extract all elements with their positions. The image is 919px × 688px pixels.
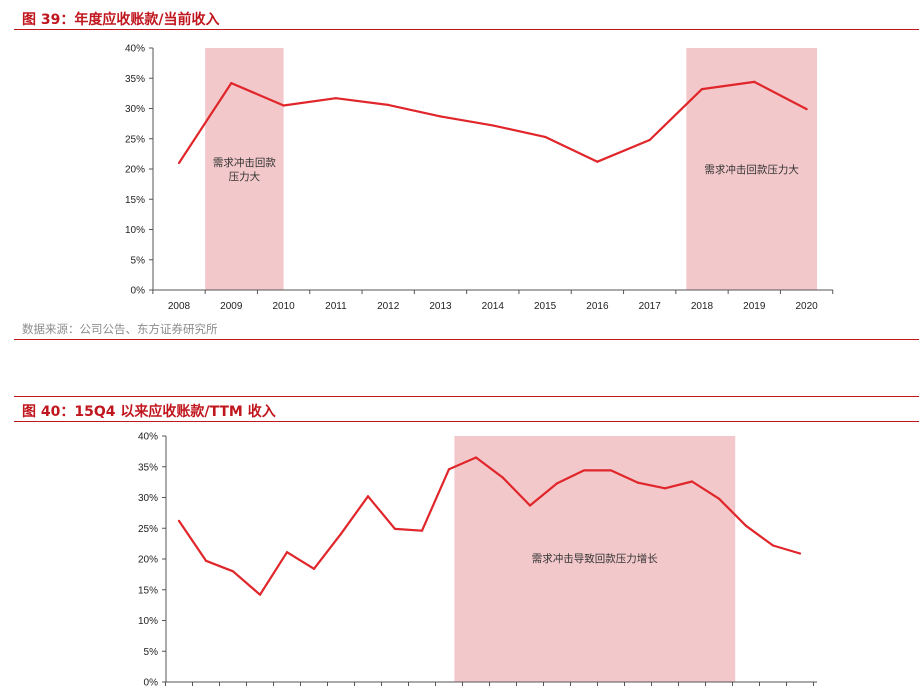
x-tick-label: 2015 (534, 301, 557, 312)
data-point (798, 552, 802, 555)
y-tick-label: 20% (138, 555, 158, 566)
y-tick-label: 15% (138, 585, 158, 596)
shaded-region-label-1: 需求冲击回款压力大 (213, 156, 276, 183)
data-point (393, 527, 397, 530)
chart-2: 需求冲击导致回款压力增长 0% 5% 10% 15% 20% 25% 30% 35% 40% (138, 432, 817, 688)
y-tick-label: 15% (125, 195, 145, 206)
data-point (258, 593, 262, 596)
y-tick-label: 10% (138, 616, 158, 627)
y-tick-label: 35% (138, 462, 158, 473)
chart-1: 需求冲击回款压力大 需求冲击回款压力大 0% 5% 10% 15% 20% 25% 30% 35%… (125, 44, 834, 312)
data-point (447, 468, 451, 471)
y-tick-label: 5% (131, 255, 146, 266)
data-point (648, 138, 651, 142)
x-tick-label: 2011 (325, 301, 347, 312)
data-point (282, 104, 285, 107)
x-tick-label: 2016 (586, 301, 609, 312)
y-tick-label: 10% (125, 225, 145, 236)
data-point (753, 80, 756, 83)
data-point (663, 487, 667, 490)
data-source-note: 数据来源：公司公告、东方证券研究所 (22, 322, 218, 336)
x-tick-label: 2014 (482, 301, 505, 312)
x-tick-label: 2019 (743, 301, 766, 312)
x-tick-label: 2009 (220, 301, 243, 312)
data-point (204, 559, 208, 562)
data-point (491, 124, 494, 127)
y-tick-label: 30% (125, 104, 145, 115)
data-point (596, 160, 599, 163)
data-point (231, 570, 235, 573)
data-point (744, 524, 748, 527)
data-point (805, 108, 808, 111)
data-point (177, 161, 181, 165)
x-tick-label: 2008 (168, 301, 191, 312)
shaded-region-label-1: 需求冲击导致回款压力增长 (532, 552, 658, 565)
y-tick-label: 0% (144, 678, 159, 688)
y-tick-label: 0% (131, 286, 146, 297)
x-tick-label: 2013 (429, 301, 452, 312)
data-point (339, 532, 343, 535)
series-line (178, 456, 801, 596)
data-point (439, 115, 442, 118)
data-point (312, 567, 316, 570)
x-tick-label: 2010 (272, 301, 295, 312)
x-tick-label: 2017 (639, 301, 662, 312)
y-tick-label: 40% (125, 44, 145, 55)
y-tick-label: 40% (138, 432, 158, 443)
data-point (501, 476, 505, 479)
data-point (717, 497, 721, 500)
data-point (528, 504, 532, 507)
figure-1-bottom-rule (14, 339, 919, 340)
data-point (636, 481, 640, 484)
y-tick-label: 25% (138, 524, 158, 535)
figure-2-title-rule (14, 421, 919, 422)
y-tick-label: 25% (125, 134, 145, 145)
data-point (700, 88, 704, 91)
x-tick-label: 2012 (377, 301, 400, 312)
data-point (285, 551, 289, 554)
figure-1-title: 图 39：年度应收账款/当前收入 (22, 12, 220, 28)
data-point (387, 103, 390, 106)
shaded-region-1 (205, 48, 284, 290)
data-point (474, 456, 478, 459)
x-tick-label: 2018 (691, 301, 714, 312)
data-point (609, 469, 613, 472)
figure-2-top-rule (14, 396, 919, 397)
y-tick-label: 5% (144, 647, 159, 658)
shaded-region-label-2: 需求冲击回款压力大 (704, 163, 799, 176)
x-tick-label: 2020 (795, 301, 818, 312)
figure-2-title: 图 40：15Q4 以来应收账款/TTM 收入 (22, 404, 276, 420)
y-tick-label: 20% (125, 165, 145, 176)
data-point (771, 544, 775, 547)
data-point (555, 482, 559, 485)
data-point (177, 519, 181, 522)
data-point (366, 495, 370, 498)
data-point (582, 469, 586, 472)
data-point (230, 81, 233, 85)
y-tick-label: 30% (138, 493, 158, 504)
figure-1-title-rule (14, 29, 919, 30)
data-point (544, 135, 547, 139)
data-point (334, 97, 337, 100)
y-tick-label: 35% (125, 74, 145, 85)
data-point (690, 480, 694, 483)
data-point (420, 529, 424, 532)
